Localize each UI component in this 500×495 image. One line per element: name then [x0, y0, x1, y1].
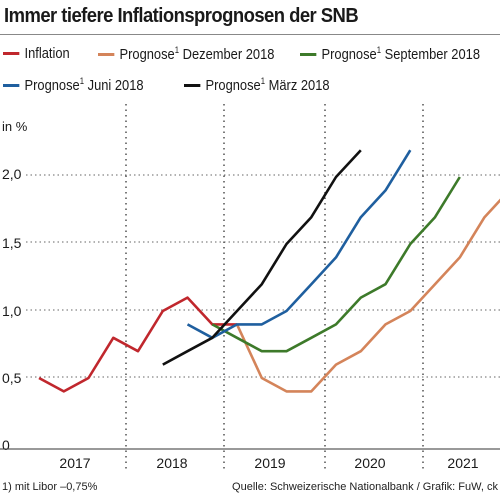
legend-item-jun-2018: Prognose1 Juni 2018	[3, 76, 144, 94]
y-axis-label: in %	[2, 119, 28, 134]
x-tick-label-2021: 2021	[447, 455, 479, 471]
legend-label-dez-2018: Prognose1 Dezember 2018	[119, 45, 275, 63]
legend-label-sep-2018: Prognose1 September 2018	[321, 45, 481, 63]
series-layer	[38, 149, 500, 393]
x-tick-label-2017: 2017	[59, 455, 91, 471]
legend-swatch-inflation	[3, 52, 20, 55]
y-tick-label-2-0: 2,0	[2, 166, 22, 182]
y-tick-label-0: 0	[2, 437, 10, 453]
chart-legend: Inflation Prognose1 Dezember 2018 Progno…	[0, 42, 500, 102]
legend-label-mar-2018: Prognose1 März 2018	[205, 76, 330, 94]
legend-swatch-jun-2018	[3, 83, 20, 87]
source-credit: Quelle: Schweizerische Nationalbank / Gr…	[232, 481, 498, 493]
y-tick-label-0-5: 0,5	[2, 370, 22, 386]
series-line-3	[186, 149, 412, 340]
legend-swatch-sep-2018	[300, 52, 317, 56]
series-line-2	[211, 176, 461, 353]
series-line-4	[162, 149, 362, 366]
series-line-1	[235, 198, 500, 393]
title-rule	[0, 34, 500, 35]
footnote: 1) mit Libor –0,75%	[2, 481, 98, 493]
legend-label-jun-2018: Prognose1 Juni 2018	[24, 76, 144, 94]
x-tick-label-2020: 2020	[354, 455, 386, 471]
chart-title: Immer tiefere Inflationsprognosen der SN…	[4, 4, 359, 27]
legend-item-sep-2018: Prognose1 September 2018	[300, 45, 480, 63]
x-tick-label-2019: 2019	[254, 455, 286, 471]
legend-swatch-dez-2018	[98, 52, 115, 56]
legend-item-inflation: Inflation	[3, 45, 70, 62]
x-tick-label-2018: 2018	[156, 455, 188, 471]
y-tick-label-1-5: 1,5	[2, 235, 22, 251]
grid	[26, 104, 500, 470]
legend-item-dez-2018: Prognose1 Dezember 2018	[98, 45, 274, 63]
legend-item-mar-2018: Prognose1 März 2018	[184, 76, 330, 94]
series-line-0	[38, 296, 237, 393]
y-tick-label-1-0: 1,0	[2, 303, 22, 319]
legend-swatch-mar-2018	[184, 83, 201, 87]
legend-label-inflation: Inflation	[24, 45, 70, 62]
